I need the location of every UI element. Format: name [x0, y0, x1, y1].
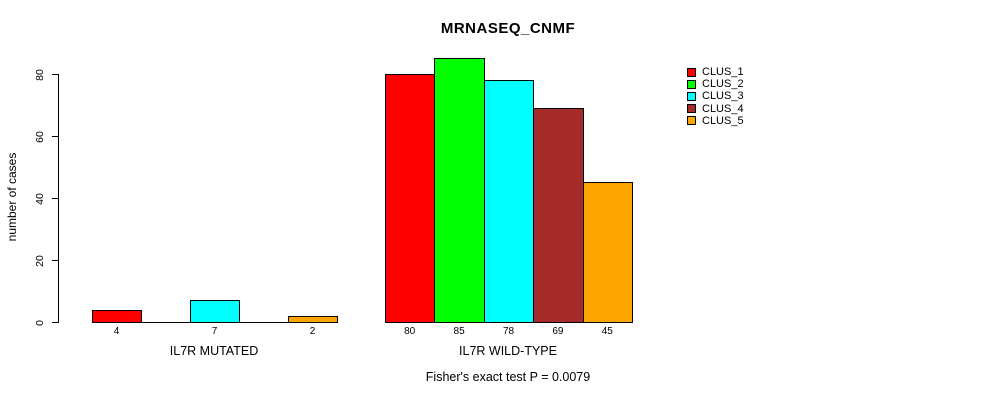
legend-swatch-CLUS_3: [687, 91, 696, 101]
bar-value-label: 69: [552, 326, 564, 337]
legend-swatch-CLUS_5: [687, 116, 696, 126]
group-label-il7r-mutated: IL7R MUTATED: [169, 344, 259, 358]
bar-value-label: 7: [211, 326, 218, 337]
bar-CLUS_5: [288, 316, 338, 323]
legend-item-CLUS_2: CLUS_2: [687, 78, 744, 90]
bar-CLUS_3: [483, 80, 535, 323]
legend-label: CLUS_3: [702, 90, 744, 103]
legend-item-CLUS_1: CLUS_1: [687, 66, 744, 78]
legend-item-CLUS_5: CLUS_5: [687, 115, 744, 127]
bar-CLUS_2: [434, 58, 485, 323]
bar-CLUS_1: [92, 310, 142, 323]
y-axis-tick-label: 20: [34, 254, 46, 267]
y-axis-tick-label: 80: [34, 68, 46, 81]
bar-CLUS_3: [190, 300, 240, 323]
legend-label: CLUS_1: [702, 66, 744, 78]
legend-label: CLUS_2: [702, 78, 744, 91]
group-label-il7r-wild-type: IL7R WILD-TYPE: [459, 344, 557, 358]
bar-CLUS_5: [582, 182, 633, 323]
y-axis-tick-label: 40: [34, 192, 46, 205]
legend-swatch-CLUS_2: [687, 79, 696, 89]
legend-label: CLUS_4: [702, 102, 744, 115]
y-axis-tick-label: 60: [34, 130, 46, 143]
bar-value-label: 80: [404, 326, 416, 337]
y-axis-title: number of cases: [5, 152, 19, 242]
fisher-test-caption: Fisher's exact test P = 0.0079: [425, 370, 591, 384]
bar-value-label: 85: [453, 326, 465, 337]
bar-value-label: 78: [502, 326, 515, 337]
legend-item-CLUS_4: CLUS_4: [687, 103, 744, 115]
y-axis-tick: [52, 198, 58, 199]
legend-item-CLUS_3: CLUS_3: [687, 90, 744, 102]
legend-label: CLUS_5: [702, 114, 744, 127]
bar-CLUS_4: [533, 108, 584, 323]
legend-swatch-CLUS_4: [687, 104, 696, 114]
bar-CLUS_1: [385, 74, 436, 323]
bar-value-label: 4: [113, 326, 120, 337]
y-axis-line: [58, 74, 59, 323]
y-axis-tick: [52, 260, 58, 261]
chart-title: MRNASEQ_CNMF: [440, 20, 576, 37]
y-axis-tick: [52, 322, 58, 323]
bar-value-label: 45: [601, 326, 613, 337]
y-axis-tick: [52, 136, 58, 137]
bar-value-label: 2: [309, 326, 316, 337]
legend-swatch-CLUS_1: [687, 67, 696, 77]
y-axis-tick-label: 0: [34, 319, 46, 326]
y-axis-tick: [52, 74, 58, 75]
